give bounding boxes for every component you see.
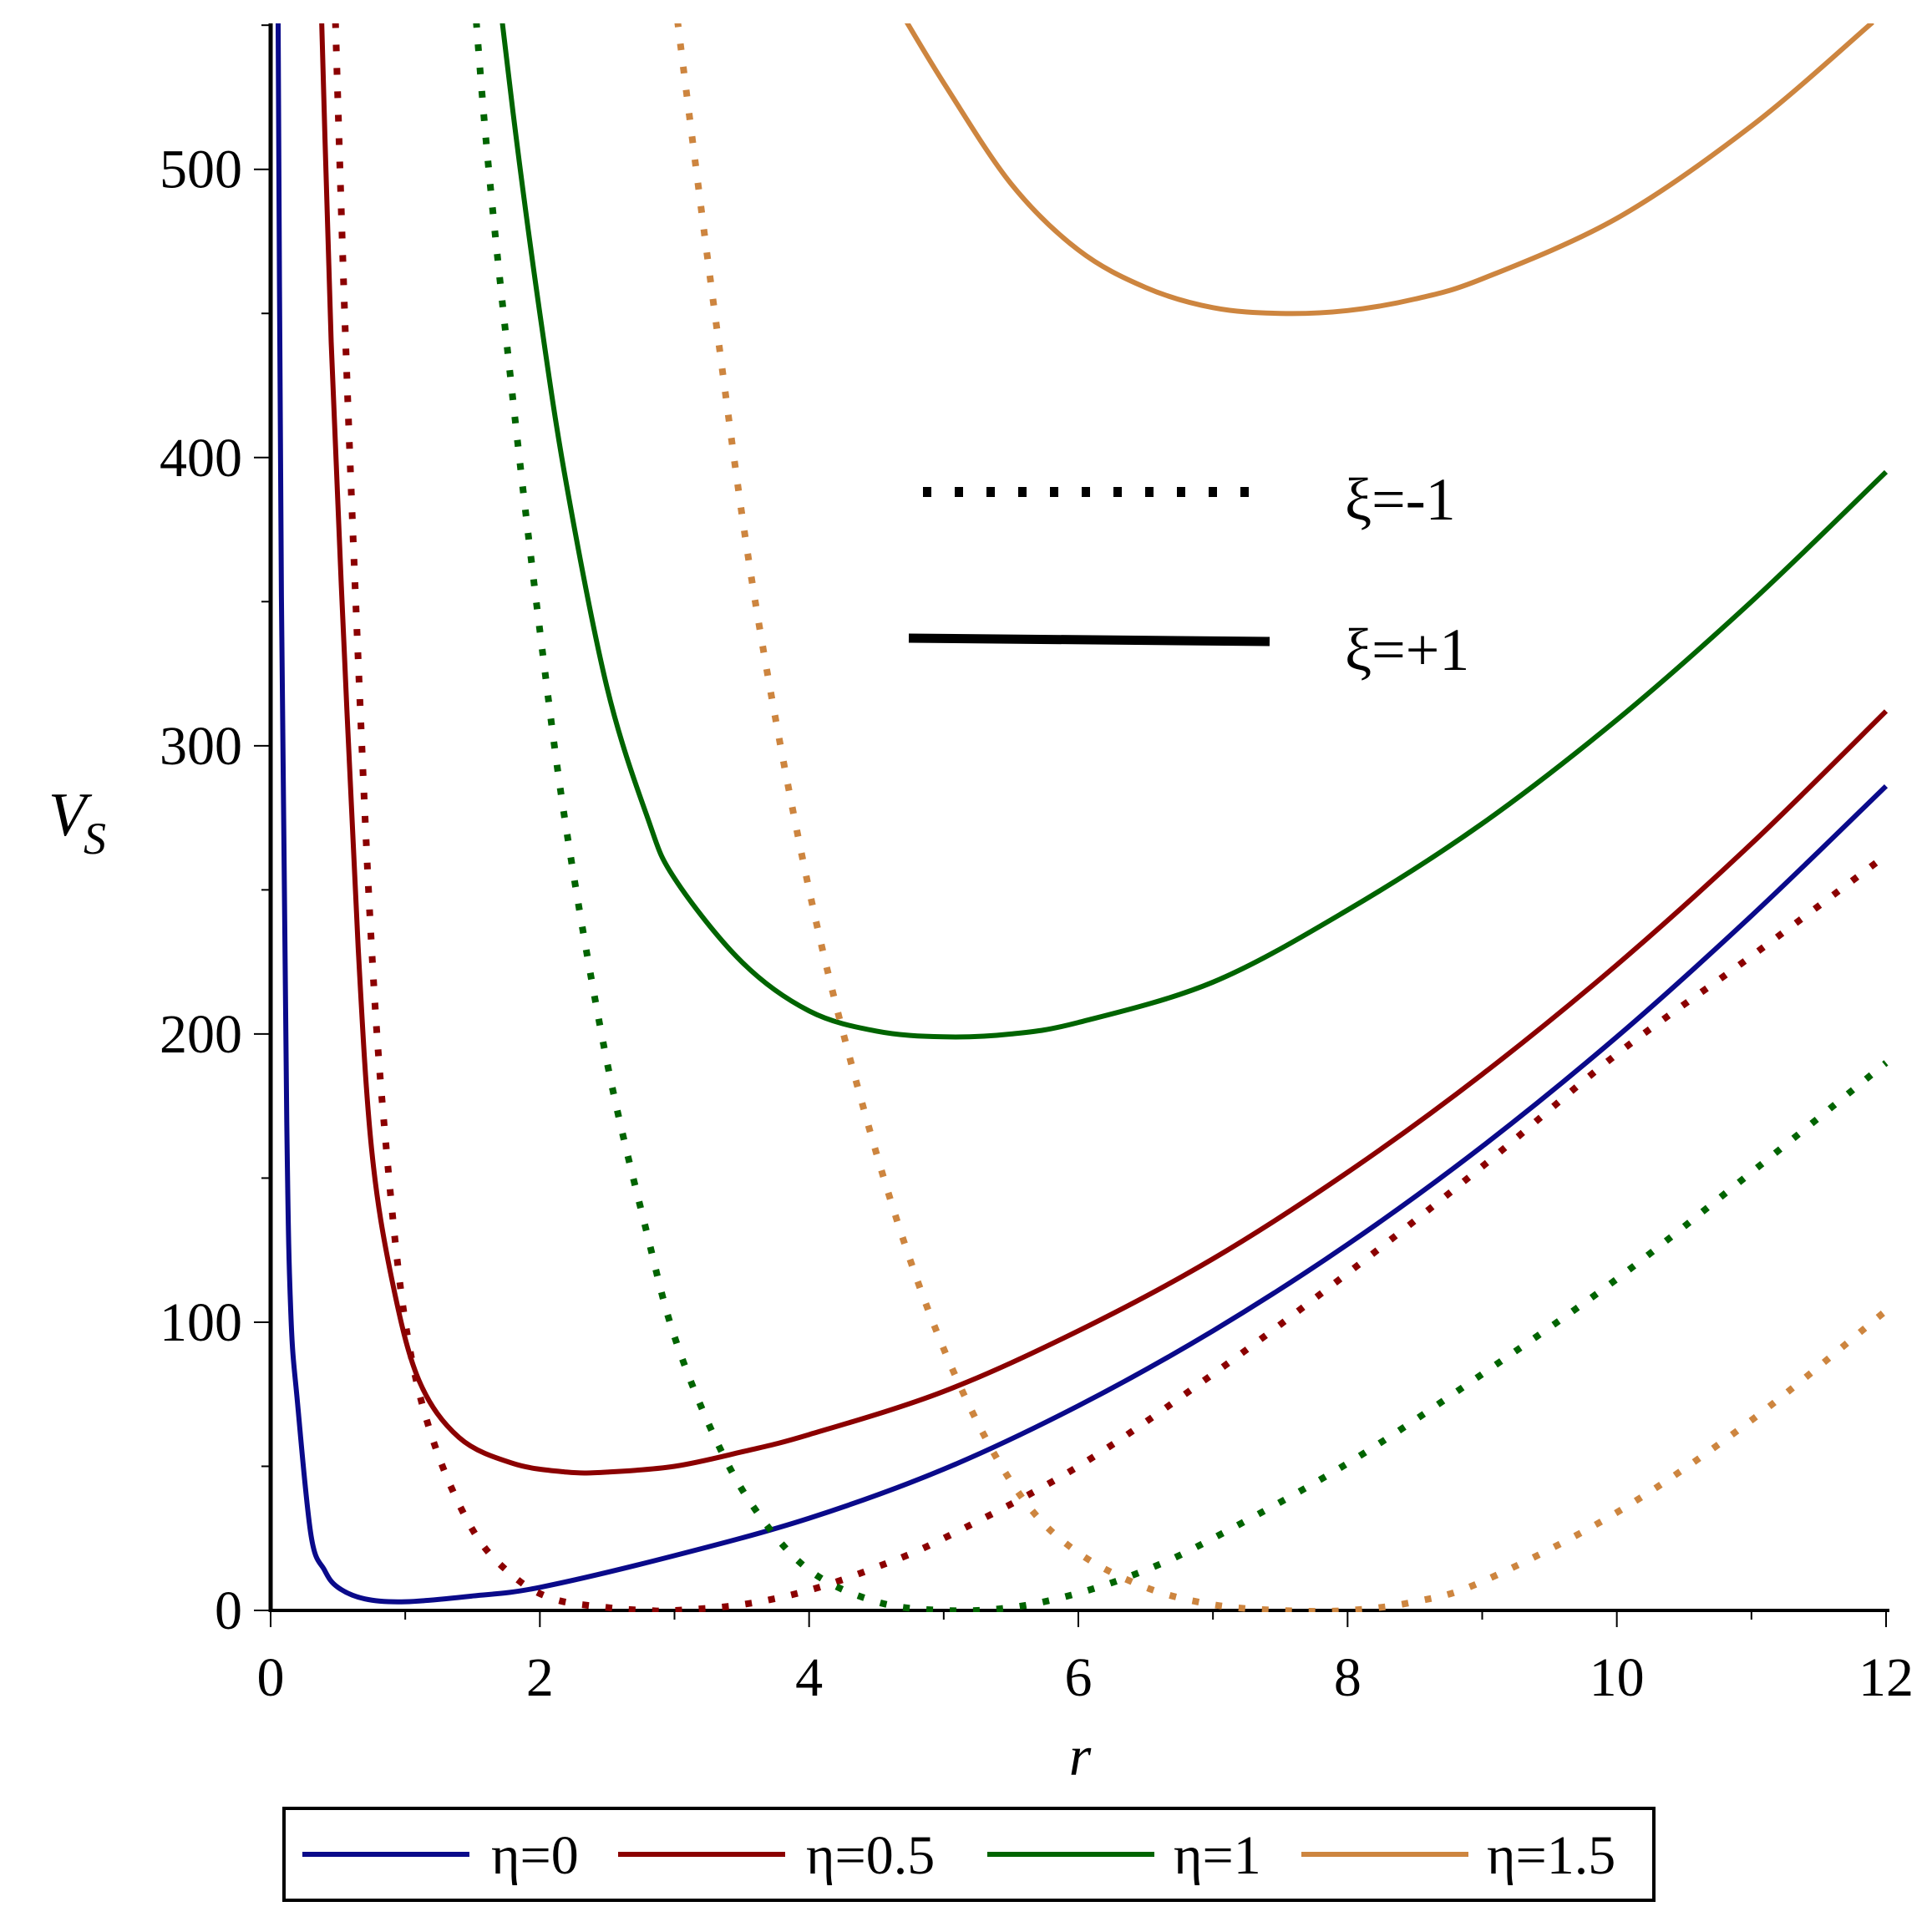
series-line-0 [275, 23, 1889, 1605]
style-legend-swatch-solid [908, 633, 1270, 647]
style-legend-label-dotted: ξ=-1 [1345, 466, 1456, 533]
series-layer [275, 23, 1889, 1612]
series-line-5 [473, 23, 1889, 1612]
style-legend: ξ=-1 ξ=+1 [908, 466, 1469, 683]
style-legend-label-solid: ξ=+1 [1345, 616, 1469, 683]
legend-label-eta15: η=1.5 [1487, 1825, 1615, 1886]
series-line-6 [674, 23, 1889, 1612]
y-tick-label: 100 [160, 1292, 242, 1353]
x-tick-label: 10 [1590, 1647, 1645, 1708]
color-legend: η=0 η=0.5 η=1 η=1.5 [282, 1807, 1656, 1902]
legend-label-eta05: η=0.5 [806, 1825, 935, 1886]
y-tick-label: 300 [160, 716, 242, 777]
series-line-4 [332, 23, 1889, 1612]
x-tick-label: 12 [1858, 1647, 1914, 1708]
y-axis-title-subscript: S [84, 814, 106, 864]
y-tick-label: 400 [160, 428, 242, 489]
x-tick-label: 8 [1334, 1647, 1362, 1708]
x-tick-label: 4 [795, 1647, 823, 1708]
x-tick-label: 6 [1065, 1647, 1093, 1708]
y-tick-label: 200 [160, 1004, 242, 1065]
y-tick-label: 500 [160, 139, 242, 200]
series-line-3 [904, 23, 1874, 317]
series-line-2 [499, 23, 1889, 1040]
x-axis-title: r [1069, 1724, 1092, 1787]
y-tick-labels: 0 100 200 300 400 500 [160, 139, 242, 1641]
axis-ticks [254, 24, 1887, 1627]
y-axis-title: V [48, 781, 93, 849]
series-line-1 [319, 23, 1889, 1476]
legend-label-eta0: η=0 [491, 1825, 579, 1886]
x-tick-label: 0 [257, 1647, 285, 1708]
x-tick-label: 2 [526, 1647, 554, 1708]
x-tick-labels: 0 2 4 6 8 10 12 [257, 1647, 1914, 1708]
y-tick-label: 0 [215, 1580, 242, 1641]
legend-label-eta1: η=1 [1174, 1825, 1261, 1886]
